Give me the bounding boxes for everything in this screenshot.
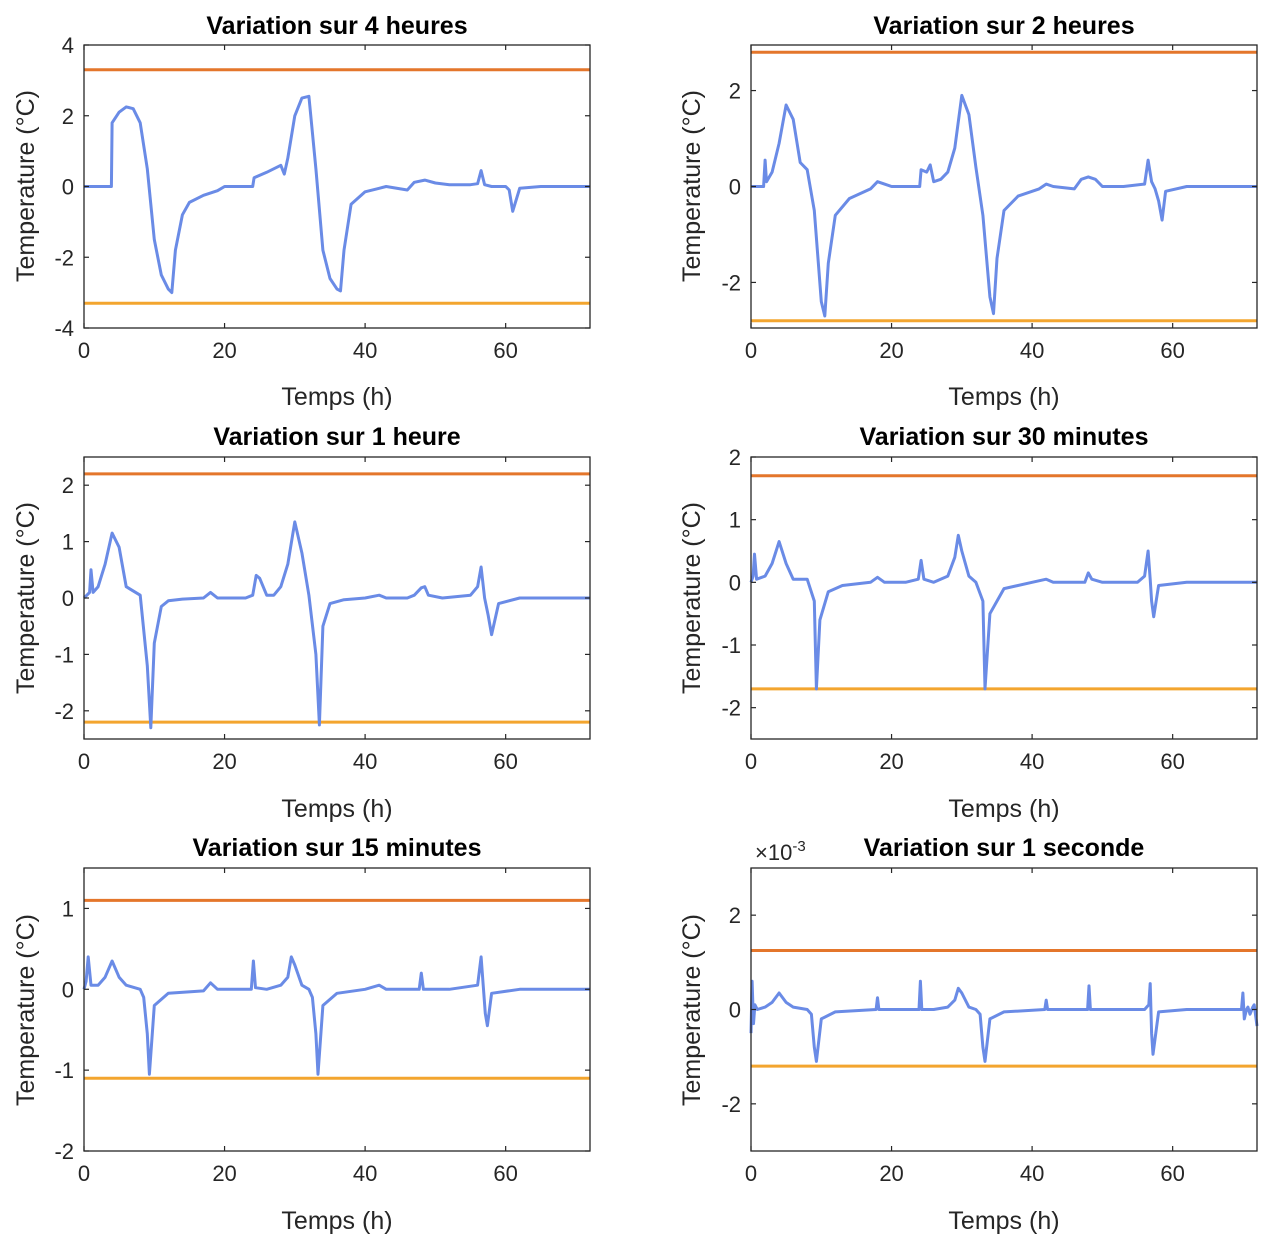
panel-3: Variation sur 30 minutes Temperature (°C…: [678, 423, 1258, 823]
y-tick-label: -2: [54, 245, 74, 270]
panel-5: Variation sur 1 seconde ×10-3 Temperatur…: [678, 834, 1259, 1235]
y-tick-label: -1: [721, 633, 741, 658]
x-axis-label: Temps (h): [948, 1207, 1059, 1235]
temperature-series-line: [82, 520, 590, 730]
x-tick-label: 60: [493, 1161, 517, 1186]
y-tick-label: 2: [62, 473, 74, 498]
y-tick-label: -1: [54, 1058, 74, 1083]
x-tick-label: 40: [353, 749, 377, 774]
panel-4: Variation sur 15 minutes Temperature (°C…: [12, 834, 591, 1235]
x-tick-label: 20: [212, 338, 236, 363]
temperature-series-line: [82, 955, 590, 1076]
y-tick-label: 0: [62, 586, 74, 611]
y-tick-label: -2: [54, 1139, 74, 1164]
x-tick-label: 40: [1020, 1161, 1044, 1186]
panel-1: Variation sur 2 heures Temperature (°C) …: [678, 12, 1258, 411]
y-axis-label: Temperature (°C): [678, 914, 706, 1106]
x-tick-label: 20: [879, 1161, 903, 1186]
axes-frame: [83, 867, 591, 1152]
x-tick-label: 40: [1020, 749, 1044, 774]
x-tick-label: 20: [212, 749, 236, 774]
y-tick-label: -2: [721, 696, 741, 721]
x-tick-label: 40: [1020, 338, 1044, 363]
chart-title: Variation sur 15 minutes: [193, 834, 482, 862]
x-axis-label: Temps (h): [948, 383, 1059, 411]
chart-title: Variation sur 30 minutes: [860, 423, 1149, 451]
x-tick-label: 0: [745, 749, 757, 774]
y-tick-label: 0: [729, 175, 741, 200]
x-tick-label: 60: [1160, 1161, 1184, 1186]
x-axis-label: Temps (h): [281, 1207, 392, 1235]
chart-title: Variation sur 1 seconde: [864, 834, 1145, 862]
y-tick-label: 2: [729, 445, 741, 470]
x-axis-label: Temps (h): [948, 795, 1059, 823]
y-axis-label: Temperature (°C): [678, 90, 706, 282]
y-tick-label: -2: [721, 270, 741, 295]
y-tick-label: 2: [62, 104, 74, 129]
panel-0: Variation sur 4 heures Temperature (°C) …: [12, 12, 591, 411]
chart-title: Variation sur 1 heure: [213, 423, 460, 451]
x-axis-label: Temps (h): [281, 383, 392, 411]
temperature-series-line: [751, 93, 1257, 318]
panel-2: Variation sur 1 heure Temperature (°C) T…: [12, 423, 591, 823]
x-tick-label: 0: [745, 338, 757, 363]
x-tick-label: 0: [78, 1161, 90, 1186]
y-axis-label: Temperature (°C): [678, 502, 706, 694]
x-tick-label: 20: [879, 749, 903, 774]
y-tick-label: 0: [729, 998, 741, 1023]
y-tick-label: 1: [729, 508, 741, 533]
x-tick-label: 0: [78, 338, 90, 363]
y-axis-label: Temperature (°C): [12, 90, 40, 282]
y-exponent-power: -3: [792, 838, 805, 855]
y-exponent-label: ×10-3: [755, 838, 806, 865]
y-exponent-base: ×10: [755, 840, 792, 865]
axes-frame: [750, 456, 1258, 740]
y-tick-label: 0: [62, 977, 74, 1002]
temperature-series-line: [749, 979, 1259, 1063]
temperature-series-line: [749, 533, 1257, 691]
x-tick-label: 20: [212, 1161, 236, 1186]
chart-title: Variation sur 4 heures: [206, 12, 467, 40]
y-tick-label: 0: [62, 175, 74, 200]
x-tick-label: 0: [745, 1161, 757, 1186]
y-tick-label: 2: [729, 79, 741, 104]
y-tick-label: 1: [62, 896, 74, 921]
y-tick-label: 0: [729, 570, 741, 595]
x-tick-label: 40: [353, 1161, 377, 1186]
x-tick-label: 60: [1160, 338, 1184, 363]
y-tick-label: -2: [721, 1092, 741, 1117]
y-axis-label: Temperature (°C): [12, 914, 40, 1106]
x-tick-label: 0: [78, 749, 90, 774]
y-tick-label: 2: [729, 903, 741, 928]
x-tick-label: 40: [353, 338, 377, 363]
temperature-series-line: [84, 94, 590, 295]
x-tick-label: 20: [879, 338, 903, 363]
x-tick-label: 60: [493, 338, 517, 363]
y-tick-label: -1: [54, 642, 74, 667]
y-tick-label: -2: [54, 699, 74, 724]
x-tick-label: 60: [1160, 749, 1184, 774]
y-axis-label: Temperature (°C): [12, 502, 40, 694]
axes-frame: [83, 44, 591, 329]
chart-title: Variation sur 2 heures: [873, 12, 1134, 40]
y-tick-label: -4: [54, 316, 74, 341]
y-tick-label: 1: [62, 530, 74, 555]
y-tick-label: 4: [62, 33, 74, 58]
x-tick-label: 60: [493, 749, 517, 774]
x-axis-label: Temps (h): [281, 795, 392, 823]
